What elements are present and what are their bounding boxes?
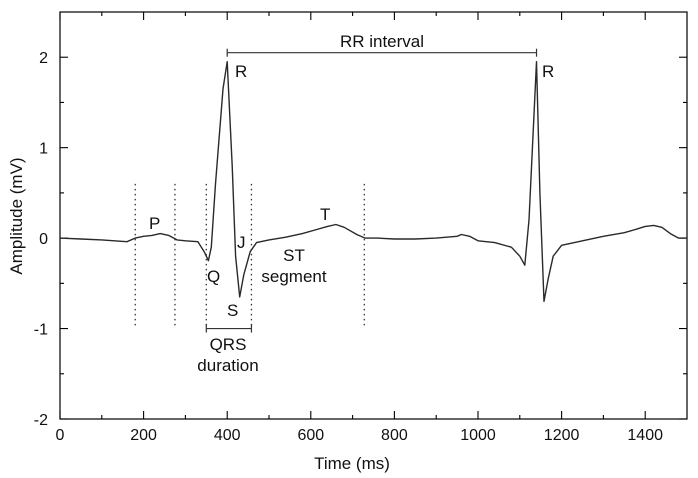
y-axis-label: Amplitude (mV): [7, 157, 26, 274]
x-tick-label: 600: [297, 427, 324, 444]
interval-markers: [134, 183, 365, 329]
y-tick-label: 0: [39, 231, 48, 248]
x-tick-label: 200: [130, 427, 157, 444]
y-tick-label: -2: [34, 412, 48, 429]
p-wave-label: P: [149, 214, 160, 233]
qrs-duration-label-line1: QRS: [210, 335, 247, 354]
x-tick-label: 1200: [544, 427, 580, 444]
x-axis: 0 200 400 600 800 1000 1200 1400: [56, 12, 663, 444]
x-tick-label: 800: [381, 427, 408, 444]
st-segment-label-line1: ST: [283, 246, 305, 265]
x-axis-label: Time (ms): [314, 454, 390, 473]
qrs-duration-bracket: [205, 324, 253, 333]
y-tick-label: 2: [39, 50, 48, 67]
x-tick-label: 400: [214, 427, 241, 444]
st-segment-label-line2: segment: [261, 267, 326, 286]
r-wave-label-2: R: [542, 62, 554, 81]
ecg-waveform-line: [59, 61, 687, 303]
qrs-duration-label-line2: duration: [197, 356, 258, 375]
x-tick-label: 1400: [627, 427, 663, 444]
x-tick-label: 1000: [460, 427, 496, 444]
t-wave-label: T: [320, 205, 330, 224]
j-point-label: J: [237, 233, 246, 252]
y-tick-label: 1: [39, 141, 48, 158]
plot-frame: [59, 11, 688, 420]
q-wave-label: Q: [207, 267, 220, 286]
rr-interval-label: RR interval: [340, 32, 424, 51]
y-tick-label: -1: [34, 322, 48, 339]
y-axis: -2 -1 0 1 2: [34, 50, 687, 429]
s-wave-label: S: [227, 301, 238, 320]
x-tick-label: 0: [56, 427, 65, 444]
r-wave-label-1: R: [235, 62, 247, 81]
rr-interval-bracket: [226, 48, 538, 57]
